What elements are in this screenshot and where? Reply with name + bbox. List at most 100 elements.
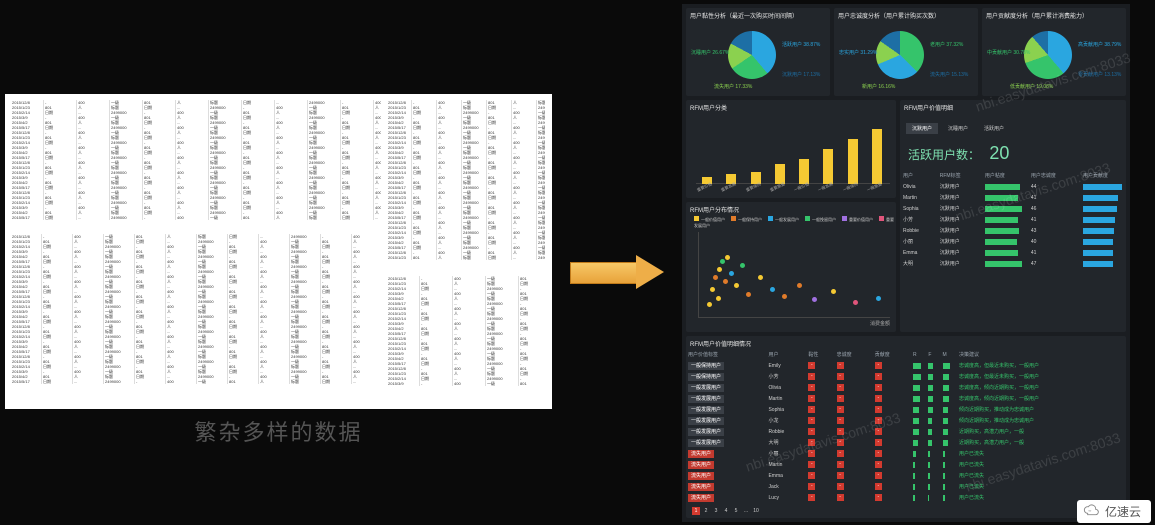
detail-row[interactable]: 一般发展用户Robbie---近期购买，高潜力用户，一般 (686, 426, 1126, 437)
detail-pager[interactable]: 12345…10 (692, 507, 762, 515)
brand-badge[interactable]: ∞ 亿速云 (1077, 500, 1151, 523)
cell-f: - (835, 404, 873, 415)
scatter-point (723, 279, 728, 284)
detail-row[interactable]: 流失用户Emma---用户已流失 (686, 470, 1126, 481)
cell-rbar (911, 404, 926, 415)
cell-a-val: 47 (1028, 258, 1080, 269)
pie-slice-label: 沉默用户 17.13% (782, 71, 820, 78)
cell-c (1080, 225, 1126, 236)
pager-page[interactable]: 10 (752, 507, 760, 515)
cell-a-val: 40 (1028, 236, 1080, 247)
tab-2[interactable]: 活跃用户 (978, 123, 1010, 134)
pager-page[interactable]: 1 (692, 507, 700, 515)
detail-row[interactable]: 流失用户小丽---用户已流失 (686, 448, 1126, 459)
pager-page[interactable]: 4 (722, 507, 730, 515)
detail-col: M (941, 349, 957, 360)
pager-page[interactable]: 2 (702, 507, 710, 515)
minus-icon: - (837, 373, 844, 380)
scatter-area: 消费金额 (698, 232, 890, 318)
cell-name: 小丽 (766, 448, 806, 459)
value-row[interactable]: Sophia沉默用户46 (900, 203, 1126, 214)
minus-icon: - (875, 384, 882, 391)
pager-page[interactable]: … (742, 507, 750, 515)
cell-name: 小龙 (766, 415, 806, 426)
cell-f: - (835, 371, 873, 382)
detail-row[interactable]: 一般保持用户Emily---忠诚度高，但最近未购买，一般用户 (686, 360, 1126, 371)
legend-item: 一般价值用户 (694, 217, 725, 222)
value-col: RFM标签 (937, 170, 982, 181)
cell-rbar (911, 448, 926, 459)
value-table: 用户RFM标签用户粘度用户忠诚度用户贡献度 Olivia沉默用户44Martin… (900, 170, 1126, 269)
cell-fbar (926, 393, 940, 404)
pie-slice-label: 中贡献用户 30.78% (987, 49, 1030, 56)
cell-rec: 忠诚度高，倾向近期购买，一般用户 (957, 382, 1126, 393)
cell-rbar (911, 492, 926, 503)
detail-row[interactable]: 流失用户Lucy---用户已流失 (686, 492, 1126, 503)
cell-rbar (911, 481, 926, 492)
pie-slice-label: 新用户 16.16% (862, 83, 895, 90)
scatter-legend: 一般价值用户一般保持用户一般发展用户一般挽留用户重要价值用户重要发展用户 (694, 216, 896, 229)
minus-icon: - (808, 395, 815, 402)
tab-0[interactable]: 沉默用户 (906, 123, 938, 134)
pager-page[interactable]: 3 (712, 507, 720, 515)
cell-r: - (806, 470, 834, 481)
legend-item: 一般保持用户 (731, 217, 762, 222)
value-row[interactable]: Olivia沉默用户44 (900, 181, 1126, 192)
value-row[interactable]: 小芳沉默用户41 (900, 214, 1126, 225)
pager-page[interactable]: 5 (732, 507, 740, 515)
cell-name: Sophia (766, 404, 806, 415)
cell-r: - (806, 426, 834, 437)
detail-col: 贡献度 (873, 349, 911, 360)
detail-table-head: 用户价值标签用户黏性忠诚度贡献度RFM决策建议 (686, 349, 1126, 360)
detail-row[interactable]: 流失用户Jack---用户已流失 (686, 481, 1126, 492)
tab-1[interactable]: 沉睡用户 (942, 123, 974, 134)
cell-fbar (926, 360, 940, 371)
detail-row[interactable]: 一般发展用户Sophia---倾向近期购买，推动成为忠诚用户 (686, 404, 1126, 415)
minus-icon: - (875, 395, 882, 402)
detail-row[interactable]: 流失用户Martin---用户已流失 (686, 459, 1126, 470)
value-row[interactable]: 小丽沉默用户40 (900, 236, 1126, 247)
cell-c (1080, 258, 1126, 269)
cell-a (982, 225, 1028, 236)
cell-name: Martin (766, 393, 806, 404)
cell-name: 小丽 (900, 236, 937, 247)
pie-slice-label: 活跃用户 38.87% (782, 41, 820, 48)
scatter-card-rfm: RFM用户分布情况 一般价值用户一般保持用户一般发展用户一般挽留用户重要价值用户… (686, 202, 896, 332)
cell-name: Robbie (766, 426, 806, 437)
cell-f: - (835, 470, 873, 481)
cell-rec: 忠诚度高，倾向近期购买，一般用户 (957, 393, 1126, 404)
detail-row[interactable]: 一般保持用户小芳---忠诚度高，但最近未购买，一般用户 (686, 371, 1126, 382)
pie-card-stickiness: 用户黏性分析（最近一次购买时间间隔） 活跃用户 38.87%沉睡用户 26.67… (686, 8, 830, 96)
detail-row[interactable]: 一般发展用户小龙---倾向近期购买，推动成为忠诚用户 (686, 415, 1126, 426)
cell-mbar (941, 481, 957, 492)
value-row[interactable]: Robbie沉默用户43 (900, 225, 1126, 236)
cell-rbar (911, 393, 926, 404)
cell-m: - (873, 459, 911, 470)
detail-row[interactable]: 一般发展用户Martin---忠诚度高，倾向近期购买，一般用户 (686, 393, 1126, 404)
value-row[interactable]: Emma沉默用户41 (900, 247, 1126, 258)
minus-icon: - (808, 472, 815, 479)
cell-m: - (873, 393, 911, 404)
cell-f: - (835, 360, 873, 371)
cell-rec: 近期购买，高潜力用户，一般 (957, 426, 1126, 437)
minus-icon: - (837, 428, 844, 435)
detail-row[interactable]: 一般发展用户Olivia---忠诚度高，倾向近期购买，一般用户 (686, 382, 1126, 393)
value-col: 用户忠诚度 (1028, 170, 1080, 181)
cell-cat: 一般保持用户 (686, 371, 766, 382)
cell-r: - (806, 360, 834, 371)
left-caption: 繁杂多样的数据 (5, 415, 552, 447)
cell-mbar (941, 404, 957, 415)
cell-c (1080, 192, 1126, 203)
cell-cat: 流失用户 (686, 448, 766, 459)
cell-rbar (911, 371, 926, 382)
detail-row[interactable]: 一般发展用户大明---近期购买，高潜力用户，一般 (686, 437, 1126, 448)
cell-fbar (926, 481, 940, 492)
value-row[interactable]: 大明沉默用户47 (900, 258, 1126, 269)
cell-name: Sophia (900, 203, 937, 214)
scatter-point (812, 297, 817, 302)
pie-chart (876, 31, 924, 79)
cell-mbar (941, 437, 957, 448)
value-row[interactable]: Martin沉默用户41 (900, 192, 1126, 203)
cell-f: - (835, 415, 873, 426)
cell-f: - (835, 492, 873, 503)
